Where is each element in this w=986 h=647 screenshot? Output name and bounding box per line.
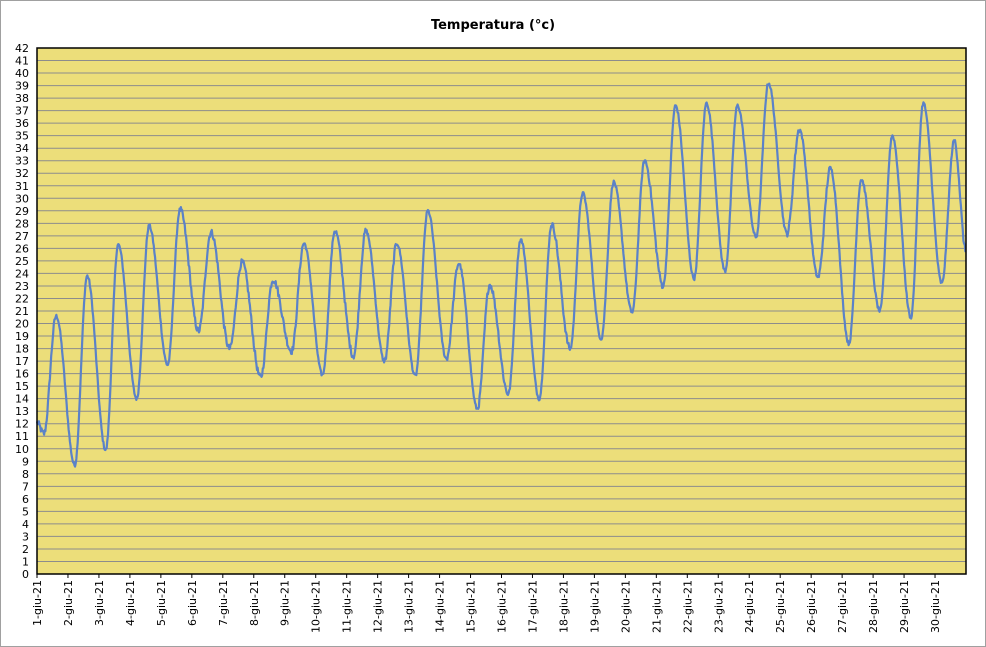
- y-tick-label: 13: [15, 405, 29, 418]
- chart-title: Temperatura (°c): [431, 18, 555, 33]
- y-tick-label: 19: [15, 330, 29, 343]
- y-tick-label: 30: [15, 192, 29, 205]
- y-tick-label: 24: [15, 267, 29, 280]
- x-tick-label: 25-giu-21: [774, 580, 787, 633]
- y-tick-label: 29: [15, 205, 29, 218]
- y-tick-label: 39: [15, 80, 29, 93]
- y-tick-label: 4: [22, 518, 29, 531]
- x-tick-label: 26-giu-21: [805, 580, 818, 633]
- y-tick-label: 31: [15, 180, 29, 193]
- x-tick-label: 7-giu-21: [217, 580, 230, 626]
- y-tick-label: 33: [15, 155, 29, 168]
- y-tick-label: 32: [15, 167, 29, 180]
- grid-lines: [37, 47, 966, 575]
- x-tick-label: 29-giu-21: [898, 580, 911, 633]
- x-tick-label: 27-giu-21: [836, 580, 849, 633]
- x-tick-label: 14-giu-21: [434, 580, 447, 633]
- x-tick-label: 20-giu-21: [619, 580, 632, 633]
- y-tick-label: 35: [15, 130, 29, 143]
- y-tick-label: 34: [15, 142, 29, 155]
- y-tick-label: 2: [22, 543, 29, 556]
- x-tick-label: 19-giu-21: [588, 580, 601, 633]
- x-tick-label: 4-giu-21: [124, 580, 137, 626]
- y-tick-label: 17: [15, 355, 29, 368]
- x-tick-label: 22-giu-21: [681, 580, 694, 633]
- x-tick-label: 1-giu-21: [31, 580, 44, 626]
- y-tick-label: 36: [15, 117, 29, 130]
- x-tick-label: 3-giu-21: [93, 580, 106, 626]
- y-tick-label: 42: [15, 42, 29, 55]
- y-tick-label: 11: [15, 430, 29, 443]
- x-tick-label: 9-giu-21: [279, 580, 292, 626]
- y-tick-label: 26: [15, 242, 29, 255]
- y-tick-label: 40: [15, 67, 29, 80]
- y-tick-label: 41: [15, 55, 29, 68]
- x-tick-label: 11-giu-21: [341, 580, 354, 633]
- y-tick-label: 9: [22, 455, 29, 468]
- y-tick-label: 8: [22, 468, 29, 481]
- x-tick-label: 30-giu-21: [929, 580, 942, 633]
- x-tick-label: 17-giu-21: [526, 580, 539, 633]
- y-tick-label: 16: [15, 368, 29, 381]
- x-tick-label: 23-giu-21: [712, 580, 725, 633]
- y-tick-label: 21: [15, 305, 29, 318]
- x-tick-label: 13-giu-21: [403, 580, 416, 633]
- x-tick-label: 5-giu-21: [155, 580, 168, 626]
- x-tick-label: 28-giu-21: [867, 580, 880, 633]
- x-tick-label: 8-giu-21: [248, 580, 261, 626]
- y-tick-label: 10: [15, 443, 29, 456]
- y-tick-label: 28: [15, 217, 29, 230]
- x-tick-label: 2-giu-21: [62, 580, 75, 626]
- plot-border: [36, 47, 967, 575]
- y-tick-label: 1: [22, 555, 29, 568]
- x-tick-label: 15-giu-21: [465, 580, 478, 633]
- x-tick-label: 6-giu-21: [186, 580, 199, 626]
- y-tick-label: 23: [15, 280, 29, 293]
- y-tick-label: 6: [22, 493, 29, 506]
- y-tick-label: 0: [22, 568, 29, 581]
- y-tick-label: 12: [15, 418, 29, 431]
- y-tick-label: 25: [15, 255, 29, 268]
- y-tick-label: 38: [15, 92, 29, 105]
- y-tick-label: 18: [15, 343, 29, 356]
- y-tick-label: 20: [15, 318, 29, 331]
- y-tick-label: 22: [15, 292, 29, 305]
- x-tick-label: 21-giu-21: [650, 580, 663, 633]
- x-axis-tick-labels: 1-giu-21 2-giu-21 3-giu-21 4-giu-21 5-giu-21…: [31, 574, 942, 633]
- x-tick-label: 24-giu-21: [743, 580, 756, 633]
- y-tick-label: 3: [22, 530, 29, 543]
- x-tick-label: 16-giu-21: [496, 580, 509, 633]
- y-tick-label: 5: [22, 505, 29, 518]
- temperature-series-line: [35, 82, 967, 468]
- y-tick-label: 15: [15, 380, 29, 393]
- y-tick-label: 14: [15, 393, 29, 406]
- x-tick-label: 12-giu-21: [372, 580, 385, 633]
- x-tick-label: 10-giu-21: [310, 580, 323, 633]
- y-tick-label: 37: [15, 105, 29, 118]
- x-tick-label: 18-giu-21: [557, 580, 570, 633]
- y-axis-tick-labels: 0123456789101112131415161718192021222324…: [15, 42, 29, 581]
- y-tick-label: 7: [22, 480, 29, 493]
- y-tick-label: 27: [15, 230, 29, 243]
